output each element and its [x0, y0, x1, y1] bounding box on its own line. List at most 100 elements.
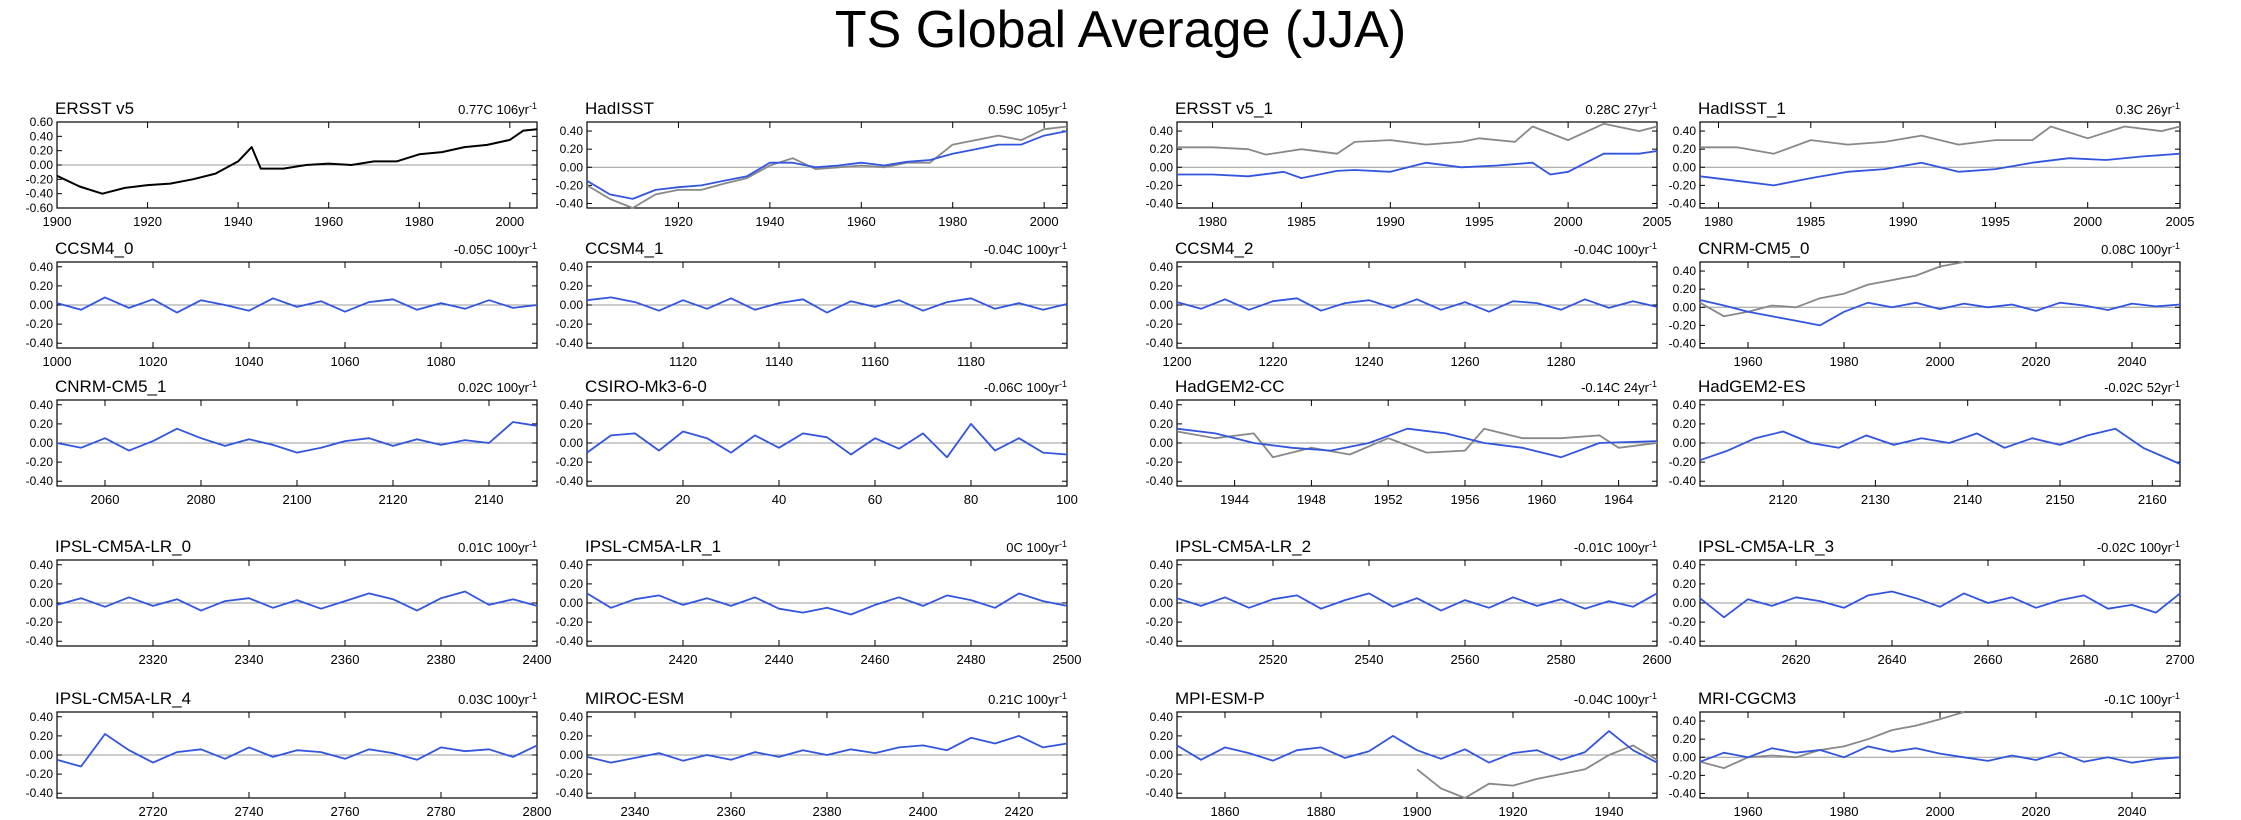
page-title: TS Global Average (JJA) [834, 1, 1407, 59]
chart-panel: IPSL-CM5A-LR_4 0.03C 100yr-1 -0.40 -0.20 0.0… [26, 689, 552, 819]
x-tick-label: 2480 [957, 652, 986, 667]
x-tick-label: 2000 [495, 214, 524, 229]
trend-label: -0.04C 100yr-1 [984, 241, 1067, 257]
y-tick-label: 0.20 [1673, 282, 1697, 296]
y-tick-label: 0.00 [1673, 436, 1697, 450]
y-tick-label: -0.60 [26, 201, 54, 215]
panel-title: CCSM4_2 [1175, 239, 1253, 258]
chart-panel: HadISST 0.59C 105yr-1 -0.40 -0.20 0.00 0.20 0.… [556, 99, 1068, 229]
x-tick-label: 1980 [1704, 214, 1733, 229]
y-tick-label: 0.00 [560, 436, 584, 450]
y-tick-label: -0.40 [1146, 634, 1174, 648]
x-tick-label: 2160 [2138, 492, 2167, 507]
series-line [56, 733, 538, 768]
series-line [586, 296, 1068, 314]
y-tick-label: -0.40 [26, 786, 54, 800]
y-tick-label: 0.20 [1150, 142, 1174, 156]
chart-panel: CSIRO-Mk3-6-0 -0.06C 100yr-1 -0.40 -0.20 0.0… [556, 377, 1078, 507]
y-tick-label: -0.20 [26, 455, 54, 469]
x-tick-label: 2060 [91, 492, 120, 507]
y-tick-label: -0.20 [556, 767, 584, 781]
x-tick-label: 1040 [235, 354, 264, 369]
y-tick-label: 0.20 [30, 729, 54, 743]
x-tick-label: 2150 [2046, 492, 2075, 507]
y-tick-label: 0.00 [30, 298, 54, 312]
y-tick-label: -0.40 [1669, 336, 1697, 350]
y-tick-label: 0.00 [1150, 748, 1174, 762]
y-tick-label: 0.20 [30, 144, 54, 158]
x-tick-label: 2600 [1643, 652, 1672, 667]
plot-frame [1176, 121, 1658, 209]
x-tick-label: 40 [772, 492, 786, 507]
y-tick-label: 0.20 [1150, 729, 1174, 743]
series-line [586, 130, 1068, 200]
x-tick-label: 2500 [1053, 652, 1082, 667]
trend-label: -0.04C 100yr-1 [1574, 241, 1657, 257]
y-tick-label: 0.40 [560, 124, 584, 138]
chart-panel: IPSL-CM5A-LR_0 0.01C 100yr-1 -0.40 -0.20 0.0… [26, 537, 552, 667]
y-tick-label: -0.20 [1669, 178, 1697, 192]
y-tick-label: 0.00 [1673, 300, 1697, 314]
x-tick-label: 2120 [379, 492, 408, 507]
x-tick-label: 1980 [1830, 354, 1859, 369]
x-tick-label: 2000 [1554, 214, 1583, 229]
y-tick-label: -0.20 [1669, 615, 1697, 629]
y-tick-label: -0.40 [556, 474, 584, 488]
x-tick-label: 2000 [1926, 804, 1955, 819]
chart-panel: HadISST_1 0.3C 26yr-1 -0.40 -0.20 0.00 0.20 0.… [1669, 99, 2195, 229]
x-tick-label: 1920 [1499, 804, 1528, 819]
x-tick-label: 1900 [43, 214, 72, 229]
x-tick-label: 1920 [664, 214, 693, 229]
x-tick-label: 2000 [1030, 214, 1059, 229]
y-tick-label: 0.40 [1673, 264, 1697, 278]
x-tick-label: 2040 [2118, 354, 2147, 369]
y-tick-label: -0.40 [26, 634, 54, 648]
y-tick-label: 0.00 [30, 158, 54, 172]
y-tick-label: 0.20 [1673, 142, 1697, 156]
y-tick-label: 0.00 [1150, 160, 1174, 174]
x-tick-label: 2720 [139, 804, 168, 819]
y-tick-label: -0.20 [1146, 317, 1174, 331]
x-tick-label: 2400 [909, 804, 938, 819]
y-tick-label: 0.40 [1150, 124, 1174, 138]
x-tick-label: 2560 [1451, 652, 1480, 667]
chart-panel: CNRM-CM5_1 0.02C 100yr-1 -0.40 -0.20 0.00 0.2… [26, 377, 538, 507]
panel-title: IPSL-CM5A-LR_4 [55, 689, 191, 708]
x-tick-label: 1940 [224, 214, 253, 229]
plot-frame [586, 121, 1068, 209]
x-tick-label: 1952 [1374, 492, 1403, 507]
x-tick-label: 2320 [139, 652, 168, 667]
series-line [56, 421, 538, 454]
chart-panel: ERSST v5_1 0.28C 27yr-1 -0.40 -0.20 0.00 0.20… [1146, 99, 1672, 229]
panel-title: HadGEM2-CC [1175, 377, 1285, 396]
x-tick-label: 1960 [1734, 354, 1763, 369]
series-line [1176, 730, 1658, 764]
x-tick-label: 1140 [765, 354, 793, 369]
y-tick-label: -0.40 [556, 196, 584, 210]
x-tick-label: 2780 [427, 804, 456, 819]
x-tick-label: 2760 [331, 804, 360, 819]
y-tick-label: 0.40 [1150, 260, 1174, 274]
series-line [1176, 427, 1658, 459]
panel-title: IPSL-CM5A-LR_1 [585, 537, 721, 556]
panel-title: MRI-CGCM3 [1698, 689, 1796, 708]
y-tick-label: 0.20 [30, 417, 54, 431]
x-tick-label: 1000 [43, 354, 72, 369]
x-tick-label: 1260 [1451, 354, 1480, 369]
panel-title: IPSL-CM5A-LR_3 [1698, 537, 1834, 556]
x-tick-label: 2140 [475, 492, 504, 507]
y-tick-label: 0.40 [30, 129, 54, 143]
x-tick-label: 1020 [139, 354, 168, 369]
y-tick-label: 0.00 [30, 748, 54, 762]
panel-title: CNRM-CM5_1 [55, 377, 166, 396]
series-line [1699, 590, 2181, 619]
x-tick-label: 2580 [1547, 652, 1576, 667]
x-tick-label: 2660 [1974, 652, 2003, 667]
y-tick-label: 0.40 [1673, 124, 1697, 138]
x-tick-label: 1985 [1287, 214, 1316, 229]
panel-title: CSIRO-Mk3-6-0 [585, 377, 707, 396]
trend-label: -0.02C 100yr-1 [2097, 539, 2180, 555]
y-tick-label: 0.60 [30, 115, 54, 129]
chart-panel: CCSM4_0 -0.05C 100yr-1 -0.40 -0.20 0.00 0.20 0… [26, 239, 538, 369]
x-tick-label: 1980 [1198, 214, 1227, 229]
